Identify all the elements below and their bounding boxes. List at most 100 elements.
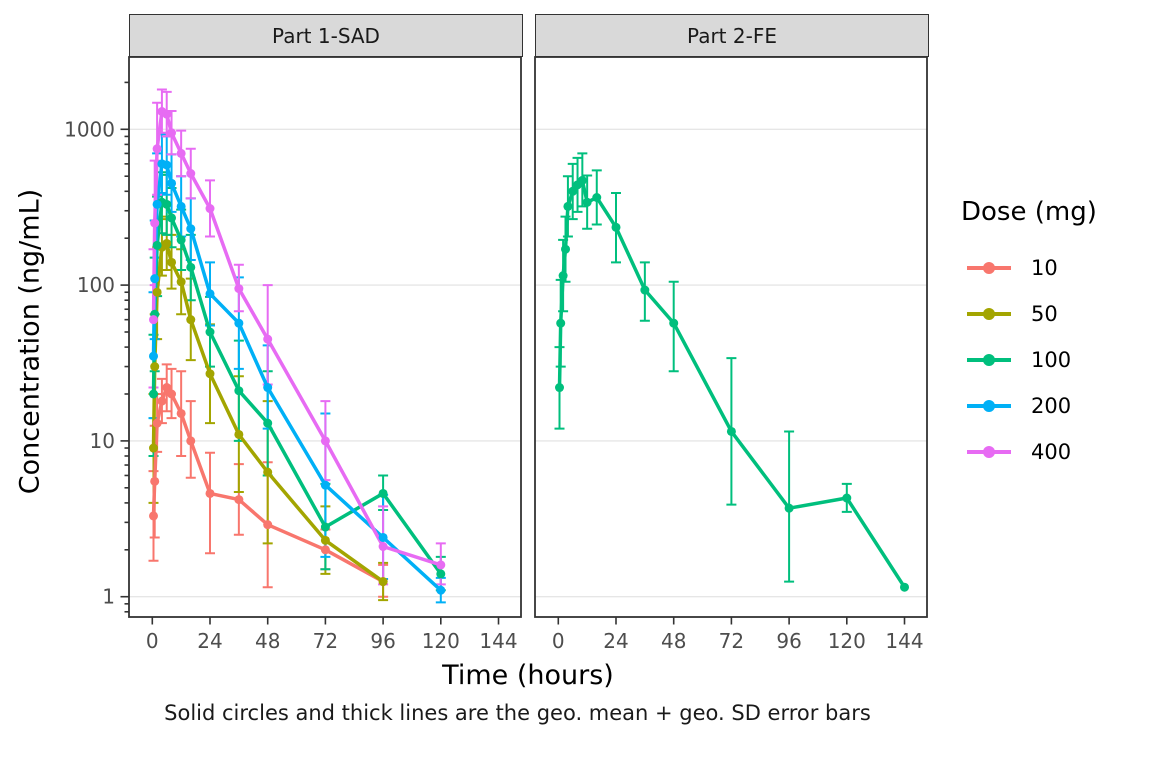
data-point xyxy=(205,488,215,498)
data-point xyxy=(186,436,196,446)
facet-strip-part2: Part 2-FE xyxy=(535,14,929,57)
data-point xyxy=(167,178,177,188)
x-tick-label: 0 xyxy=(146,629,159,653)
data-point xyxy=(149,351,159,361)
data-point xyxy=(784,503,794,513)
data-point xyxy=(320,545,330,555)
data-point xyxy=(556,318,566,328)
legend-key-icon xyxy=(967,400,1011,412)
series-line-100mg-facet0 xyxy=(151,200,443,576)
legend-entries: 10 50 100 200 400 xyxy=(955,245,1150,475)
data-point xyxy=(176,277,186,287)
x-tick-label: 120 xyxy=(828,629,866,653)
data-point xyxy=(669,318,679,328)
data-point xyxy=(234,318,244,328)
data-point xyxy=(900,582,910,592)
data-point xyxy=(167,128,177,138)
legend-entry-label: 50 xyxy=(1031,302,1058,326)
y-axis-title: Concentration (ng/mL) xyxy=(14,188,46,495)
data-point xyxy=(150,362,160,372)
data-point xyxy=(320,535,330,545)
x-tick-label: 144 xyxy=(479,629,517,653)
legend-entry-50mg: 50 xyxy=(955,291,1150,337)
x-tick-label: 48 xyxy=(255,629,280,653)
legend-entry-400mg: 400 xyxy=(955,429,1150,475)
legend-entry-label: 200 xyxy=(1031,394,1072,418)
data-point xyxy=(558,271,568,281)
legend-key-dot xyxy=(983,400,995,412)
legend-entry-200mg: 200 xyxy=(955,383,1150,429)
data-point xyxy=(186,224,196,234)
data-point xyxy=(162,383,172,393)
data-point xyxy=(611,222,621,232)
data-point xyxy=(234,386,244,396)
data-point xyxy=(205,327,215,337)
legend-key-icon xyxy=(967,446,1011,458)
data-point xyxy=(563,201,573,211)
x-tick-label: 0 xyxy=(552,629,565,653)
data-point xyxy=(263,467,273,477)
data-point xyxy=(150,218,160,228)
facet-strip-label: Part 1-SAD xyxy=(272,23,380,48)
data-point xyxy=(234,284,244,294)
series-line-400mg-facet0 xyxy=(151,109,443,567)
y-tick-label: 1 xyxy=(102,585,115,609)
data-point xyxy=(152,287,162,297)
data-point xyxy=(149,389,159,399)
data-point xyxy=(150,476,160,486)
data-point xyxy=(577,175,587,185)
data-point xyxy=(176,148,186,158)
legend-entry-label: 100 xyxy=(1031,348,1072,372)
data-point xyxy=(263,520,273,530)
legend-entry-10mg: 10 xyxy=(955,245,1150,291)
data-point xyxy=(176,408,186,418)
data-point xyxy=(436,585,446,595)
data-point xyxy=(149,511,159,521)
legend-key-icon xyxy=(967,308,1011,320)
data-point xyxy=(186,169,196,179)
data-point xyxy=(149,443,159,453)
x-tick-label: 24 xyxy=(197,629,222,653)
series-line-200mg-facet0 xyxy=(151,162,443,593)
data-point xyxy=(378,541,388,551)
data-point xyxy=(176,201,186,211)
figure-caption: Solid circles and thick lines are the ge… xyxy=(164,701,871,725)
data-point xyxy=(436,560,446,570)
data-point xyxy=(378,532,388,542)
data-point xyxy=(842,493,852,503)
data-point xyxy=(205,204,215,214)
data-point xyxy=(320,436,330,446)
data-point xyxy=(263,418,273,428)
data-point xyxy=(162,199,172,209)
data-point xyxy=(555,383,565,393)
x-tick-label: 144 xyxy=(885,629,923,653)
data-point xyxy=(152,240,162,250)
y-tick-label: 100 xyxy=(77,273,115,297)
data-point xyxy=(162,238,172,248)
data-point xyxy=(162,109,172,119)
data-point xyxy=(167,213,177,223)
data-point xyxy=(726,426,736,436)
x-tick-label: 120 xyxy=(422,629,460,653)
x-tick-label: 96 xyxy=(776,629,801,653)
facet-strip-label: Part 2-FE xyxy=(687,23,777,48)
data-point xyxy=(320,522,330,532)
x-tick-label: 24 xyxy=(603,629,628,653)
legend-key-dot xyxy=(983,262,995,274)
data-point xyxy=(205,289,215,299)
y-tick-label: 1000 xyxy=(64,117,115,141)
legend-entry-100mg: 100 xyxy=(955,337,1150,383)
legend-entry-label: 400 xyxy=(1031,440,1072,464)
data-point xyxy=(205,369,215,379)
x-tick-label: 48 xyxy=(661,629,686,653)
data-point xyxy=(378,488,388,498)
data-point xyxy=(263,334,273,344)
data-point xyxy=(234,495,244,505)
legend-entry-label: 10 xyxy=(1031,256,1058,280)
data-point xyxy=(167,257,177,267)
data-point xyxy=(152,418,162,428)
legend-title: Dose (mg) xyxy=(961,197,1097,227)
data-point xyxy=(320,480,330,490)
x-tick-label: 72 xyxy=(719,629,744,653)
